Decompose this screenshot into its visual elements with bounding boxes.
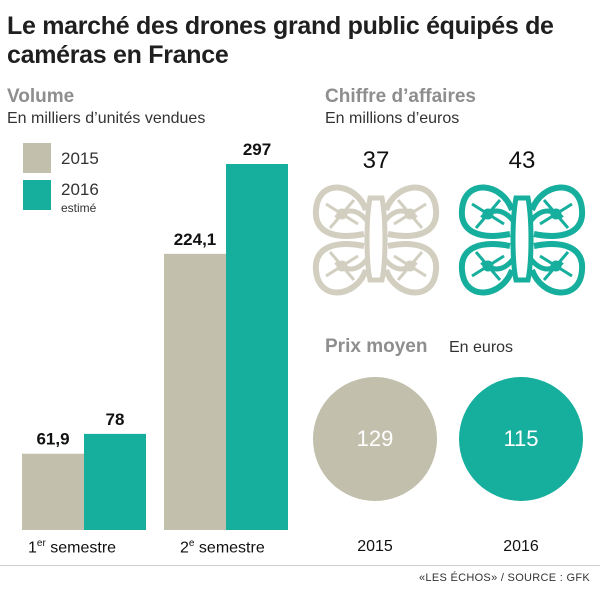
source-credit: «LES ÉCHOS» / SOURCE : GFK bbox=[418, 572, 590, 584]
x-category-1: 1er semestre bbox=[28, 538, 117, 557]
drone-icon bbox=[316, 187, 436, 292]
legend-label-2015: 2015 bbox=[61, 149, 99, 168]
volume-title: Volume bbox=[7, 86, 75, 107]
bar-2015-2 bbox=[164, 253, 226, 530]
bar-label-2015-1: 61,9 bbox=[36, 430, 69, 449]
price-title: Prix moyen bbox=[325, 336, 428, 357]
revenue-value-2015: 37 bbox=[362, 147, 390, 174]
price-subtitle: En euros bbox=[449, 339, 514, 356]
bar-2016-2 bbox=[226, 164, 288, 530]
revenue-title: Chiffre d’affaires bbox=[325, 86, 476, 107]
bar-2016-1 bbox=[84, 433, 146, 530]
page-title: Le marché des drones grand public équipé… bbox=[7, 12, 554, 69]
x-category-2: 2e semestre bbox=[180, 538, 265, 557]
legend-swatch-2015 bbox=[23, 143, 51, 173]
revenue-value-2016: 43 bbox=[508, 147, 536, 174]
bar-label-2016-2: 297 bbox=[243, 140, 271, 159]
year-2015-label: 2015 bbox=[357, 538, 393, 555]
legend-note-2016: estimé bbox=[61, 201, 97, 215]
bar-2015-1 bbox=[22, 453, 84, 530]
price-circle-2016: 115 bbox=[459, 377, 583, 501]
revenue-subtitle: En millions d’euros bbox=[325, 110, 460, 127]
legend-swatch-2016 bbox=[23, 180, 51, 210]
drone-icon bbox=[462, 187, 582, 292]
legend-label-2016: 2016 bbox=[61, 180, 99, 199]
footer-divider bbox=[0, 565, 600, 566]
price-circle-2015: 129 bbox=[313, 377, 437, 501]
volume-subtitle: En milliers d’unités vendues bbox=[7, 110, 206, 127]
bar-label-2015-2: 224,1 bbox=[174, 230, 217, 249]
bar-label-2016-1: 78 bbox=[106, 410, 125, 429]
year-2016-label: 2016 bbox=[503, 538, 539, 555]
